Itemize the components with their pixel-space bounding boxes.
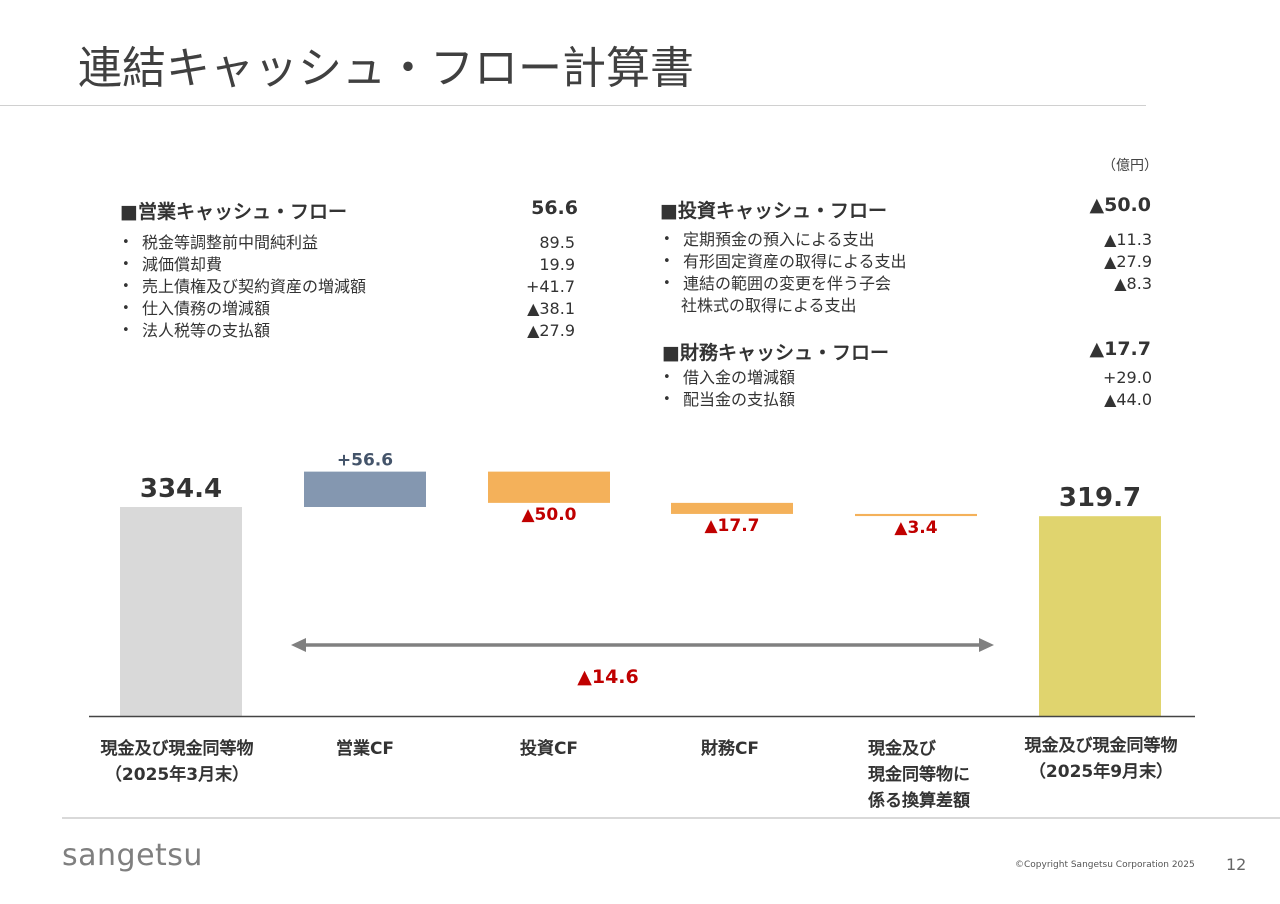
title-divider (0, 105, 1146, 106)
net-change-arrow-left-head (291, 638, 306, 652)
operating-cf-heading: ■営業キャッシュ・フロー (120, 201, 347, 223)
investing-item-label: 定期預金の預入による支出 (663, 230, 874, 250)
investing-item-label-continued: 社株式の取得による支出 (681, 296, 857, 315)
footer-divider (62, 817, 1280, 819)
category-label-investing: 投資CF (519, 739, 579, 759)
unit-label: （億円） (1102, 158, 1158, 174)
sangetsu-logo: sangetsu (62, 838, 203, 873)
bar-financing (671, 502, 793, 514)
net-change-label: ▲14.6 (577, 666, 639, 688)
bar-fx (855, 513, 977, 517)
investing-cf-value: ▲50.0 (1089, 194, 1152, 216)
financing-item-label: 借入金の増減額 (663, 368, 795, 388)
category-label-end: 現金及び現金同等物 （2025年9月末） (1024, 736, 1178, 782)
investing-cf-heading: ■投資キャッシュ・フロー (660, 200, 887, 222)
investing-item-value: ▲27.9 (1104, 252, 1152, 271)
bar-start (120, 507, 242, 716)
copyright-text: ©Copyright Sangetsu Corporation 2025 (1015, 860, 1195, 870)
investing-item-value: ▲11.3 (1104, 230, 1152, 249)
data-label-end: 319.7 (1059, 483, 1141, 513)
investing-item-label: 連結の範囲の変更を伴う子会 (663, 274, 891, 294)
data-label-fx: ▲3.4 (894, 518, 937, 538)
operating-item-value: ▲27.9 (527, 321, 575, 340)
category-label-start: 現金及び現金同等物 （2025年3月末） (100, 739, 254, 785)
operating-item-value: 89.5 (539, 233, 575, 252)
operating-item-value: 19.9 (539, 255, 575, 274)
operating-item-value: +41.7 (525, 277, 575, 296)
category-label-fx: 現金及び 現金同等物に 係る換算差額 (868, 739, 970, 811)
operating-item-label: 仕入債務の増減額 (122, 299, 270, 319)
bar-operating (304, 471, 426, 507)
operating-item-label: 売上債権及び契約資産の増減額 (122, 277, 366, 297)
data-label-operating: +56.6 (337, 451, 393, 471)
bar-investing (488, 471, 610, 503)
financing-cf-heading: ■財務キャッシュ・フロー (662, 342, 889, 364)
operating-item-label: 法人税等の支払額 (122, 321, 270, 341)
category-label-operating: 営業CF (335, 739, 395, 759)
operating-item-label: 税金等調整前中間純利益 (122, 233, 318, 253)
financing-item-label: 配当金の支払額 (663, 390, 795, 410)
data-label-investing: ▲50.0 (521, 505, 576, 525)
net-change-arrow-right-head (979, 638, 994, 652)
financing-item-value: +29.0 (1102, 368, 1152, 387)
investing-item-label: 有形固定資産の取得による支出 (663, 252, 906, 272)
category-label-financing: 財務CF (700, 739, 760, 759)
page-number: 12 (1226, 855, 1247, 874)
bar-end (1039, 516, 1161, 716)
page-title: 連結キャッシュ・フロー計算書 (78, 43, 694, 94)
data-label-financing: ▲17.7 (704, 516, 759, 536)
financing-cf-value: ▲17.7 (1089, 338, 1152, 360)
operating-item-value: ▲38.1 (527, 299, 575, 318)
data-label-start: 334.4 (140, 474, 222, 504)
operating-cf-value: 56.6 (531, 197, 578, 219)
investing-item-value: ▲8.3 (1114, 274, 1152, 293)
financing-item-value: ▲44.0 (1104, 390, 1152, 409)
operating-item-label: 減価償却費 (122, 255, 222, 275)
